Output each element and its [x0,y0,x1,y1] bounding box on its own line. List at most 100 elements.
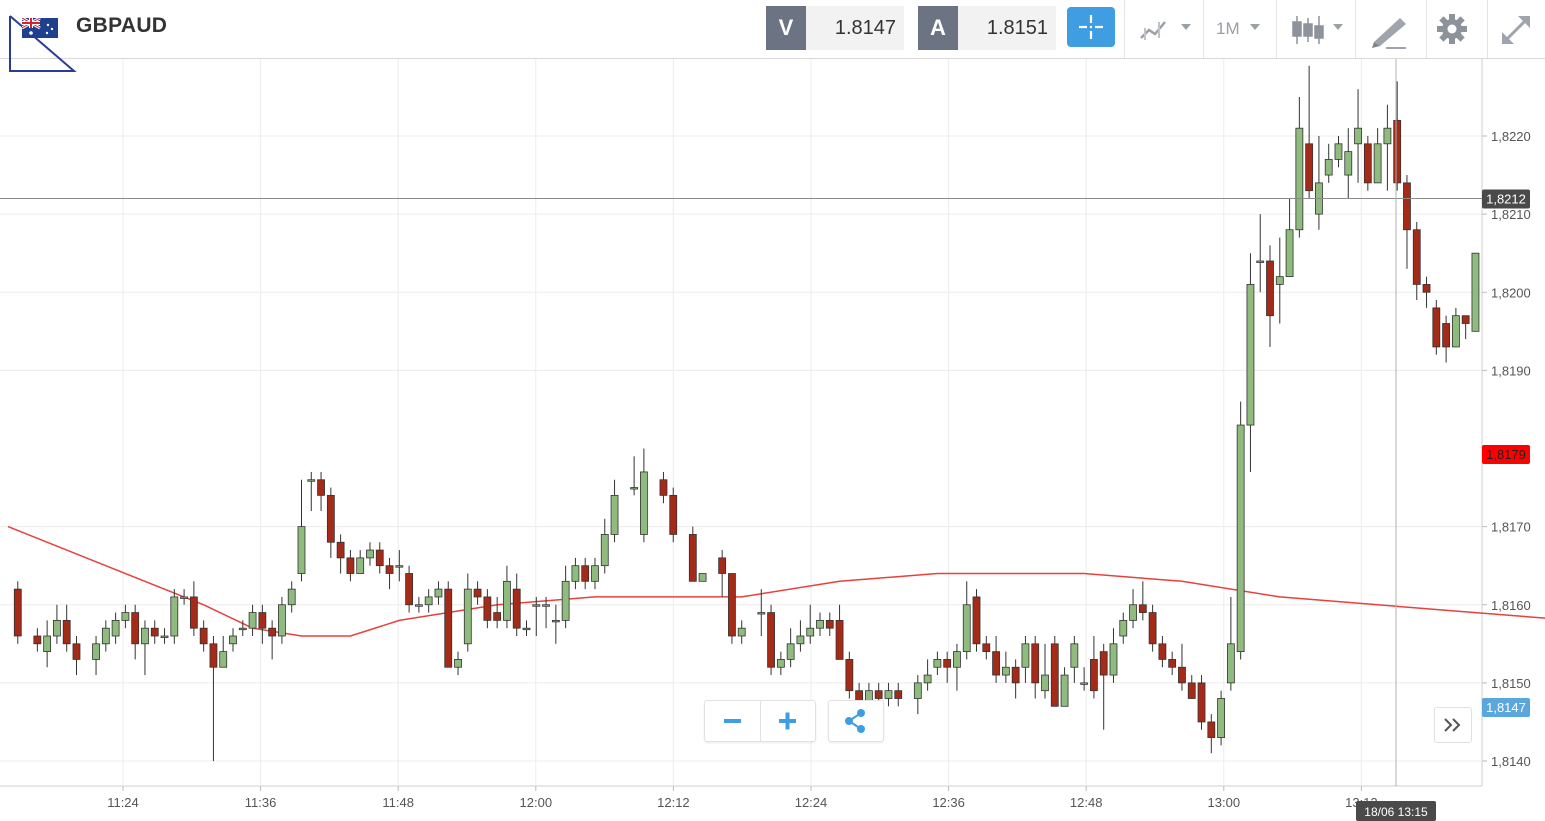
candle [1226,596,1235,691]
y-tick-label: 1,8160 [1491,598,1531,613]
candle-body [806,627,815,637]
candle-body [287,588,296,606]
candle [1119,612,1128,644]
candle [1168,651,1177,676]
candle-body [473,588,482,598]
candle [385,557,394,590]
scroll-right-icon [1444,718,1461,732]
timeframe-label: 1M [1216,19,1240,38]
candle-body [522,627,531,631]
candle-body [1158,643,1167,660]
candle-body [913,682,922,699]
candle-body [786,643,795,660]
candle-body [1451,315,1460,348]
candle [1090,636,1098,699]
candle [1422,276,1431,308]
candle-body [160,635,169,638]
candle-body [395,565,404,568]
candle-body [1442,323,1451,348]
candle [786,628,795,668]
candle-body [1275,276,1284,285]
candle [1080,667,1089,691]
candle [982,636,991,660]
candle-body [835,619,844,660]
candle [1344,128,1353,199]
candle [219,636,228,668]
candle [1031,636,1040,699]
candle [317,471,325,511]
sell-label: V [766,6,806,50]
candle-body [366,549,374,559]
candle [1256,214,1265,293]
settings-button[interactable] [1426,0,1487,58]
candle [600,518,609,574]
candle-body [72,643,81,660]
candle [150,620,159,644]
y-tick-label: 1,8220 [1491,129,1531,144]
grid [0,59,1487,791]
candle [43,620,52,668]
drawing-tools-button[interactable] [1355,0,1426,58]
candle [1442,315,1451,363]
bid-price-badge: 1,8147 [1482,698,1530,717]
fullscreen-button[interactable] [1487,0,1545,58]
candle-body [1226,643,1235,684]
candle [1070,636,1079,683]
candle-body [141,627,149,645]
candle [375,542,384,574]
candle [483,589,492,629]
candle-body [1393,119,1402,184]
candle-body [551,619,560,623]
candles-button[interactable] [1276,0,1355,58]
timeframe-button[interactable]: 1M [1203,0,1276,58]
y-tick-label: 1,8190 [1491,363,1531,378]
candle-body [1461,315,1470,324]
sell-price: 1.8147 [806,6,904,50]
crosshair-price-badge: 1,8212 [1482,189,1530,209]
candle [62,604,71,652]
candle-body [600,534,609,567]
candle-body [1403,182,1411,231]
candle [737,620,746,644]
candle-body [591,565,599,582]
candle [1393,81,1402,191]
candle-body [258,612,267,629]
candle-body [307,479,316,482]
header-bar: GBPAUD V 1.8147 A 1.8151 1M [0,0,1545,72]
share-button[interactable] [828,700,884,742]
chart-type-button[interactable] [1124,0,1203,58]
candle-body [297,526,306,574]
zoom-in-button[interactable] [760,701,815,741]
candle [551,604,560,644]
candle-body [1148,612,1157,645]
instrument-symbol[interactable]: GBPAUD [76,14,168,37]
y-axis: 1,8140 1,8150 1,8160 1,8170 1,8190 1,8200 1,82… [1491,129,1531,769]
y-tick-label: 1,8170 [1491,520,1531,535]
candle-body [424,596,433,606]
candle [1383,104,1392,191]
candle [630,456,639,496]
sell-quote[interactable]: V 1.8147 [766,6,904,50]
candle [1138,581,1147,621]
candle-body [1070,643,1079,668]
crosshair-price-badge-text: 1,8212 [1486,192,1526,207]
candle-body [1060,674,1069,707]
candle-body [737,627,746,637]
candle-body [728,573,736,637]
candle [444,581,453,668]
candle [1011,659,1020,699]
candle-body [767,612,775,668]
candle-body [229,635,237,645]
crosshair-button[interactable] [1067,7,1115,47]
candle-body [1363,143,1372,184]
zoom-out-button[interactable] [705,701,761,741]
candle-body [170,596,179,637]
buy-quote[interactable]: A 1.8151 [918,6,1056,50]
y-tick-label: 1,8210 [1491,207,1531,222]
candle-body [199,627,208,645]
scroll-to-latest-button[interactable] [1434,707,1472,743]
candle [72,636,81,676]
candle-body [62,619,71,645]
candle-body [1383,127,1392,145]
